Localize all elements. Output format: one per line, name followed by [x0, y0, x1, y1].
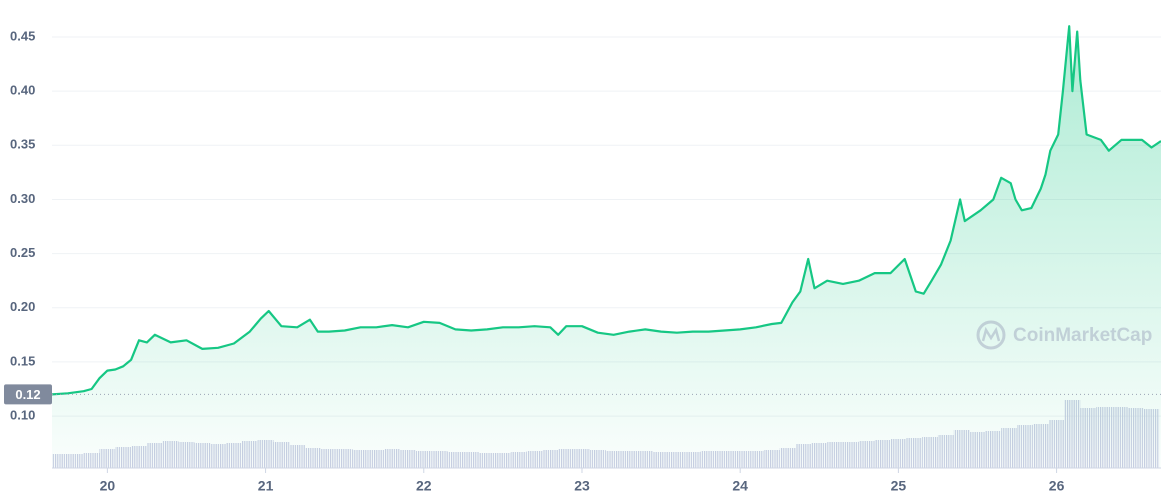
reference-label: 0.12 — [15, 387, 40, 402]
watermark-logo — [976, 320, 1006, 350]
x-tick-label: 23 — [574, 478, 590, 494]
x-tick-label: 20 — [100, 478, 116, 494]
x-tick-label: 22 — [416, 478, 432, 494]
axes: 0.10 0.15 0.20 0.25 0.30 0.35 0.40 0.45 20 21 22 23… — [4, 28, 1161, 494]
watermark: CoinMarketCap — [976, 320, 1152, 350]
y-tick-label: 0.15 — [10, 353, 35, 368]
y-tick-label: 0.40 — [10, 83, 35, 98]
price-line — [51, 25, 1161, 396]
y-tick-label: 0.10 — [10, 408, 35, 423]
watermark-logo-mark — [981, 326, 1001, 342]
x-tick-label: 25 — [891, 478, 907, 494]
x-tick-label: 24 — [732, 478, 748, 494]
y-tick-label: 0.35 — [10, 137, 35, 152]
y-tick-label: 0.30 — [10, 191, 35, 206]
plot — [51, 25, 1161, 468]
price-area — [52, 26, 1161, 468]
x-tick-label: 26 — [1049, 478, 1065, 494]
reference-label-box — [4, 384, 52, 405]
y-tick-label: 0.25 — [10, 245, 35, 260]
y-tick-label: 0.45 — [10, 28, 35, 43]
y-tick-label: 0.20 — [10, 299, 35, 314]
watermark-text: CoinMarketCap — [1013, 325, 1152, 346]
x-tick-label: 21 — [258, 478, 274, 494]
